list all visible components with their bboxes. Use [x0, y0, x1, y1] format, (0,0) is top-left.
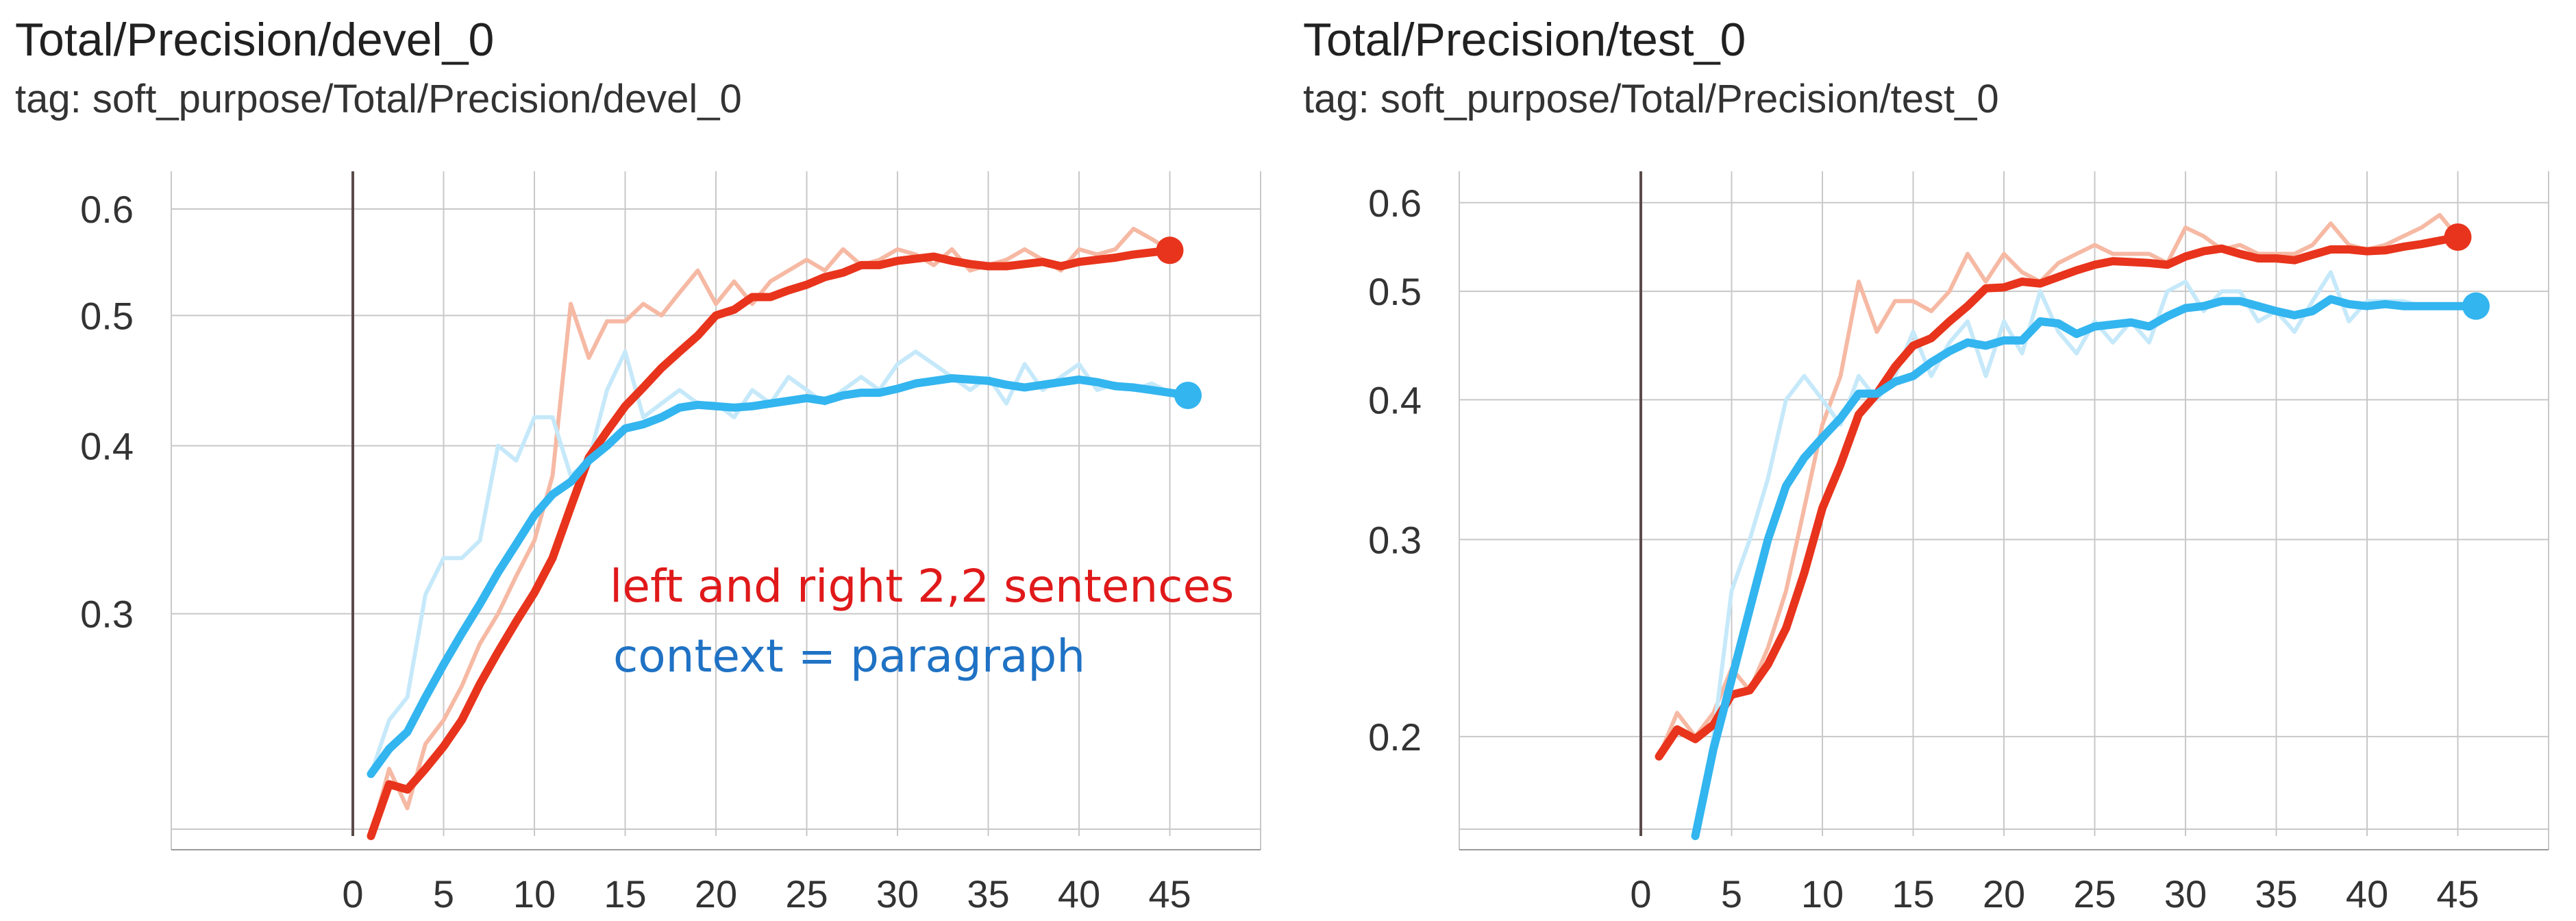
x-tick-label: 30 — [876, 872, 919, 916]
x-tick-label: 40 — [2346, 872, 2388, 916]
series-raw-line — [369, 226, 1172, 837]
chart-subtitle: tag: soft_purpose/Total/Precision/test_0 — [1303, 77, 1999, 121]
x-tick-label: 5 — [1721, 872, 1742, 916]
chart-panel-devel: Total/Precision/devel_0 tag: soft_purpos… — [15, 14, 1261, 916]
series-end-marker — [2444, 223, 2472, 251]
x-tick-label: 15 — [1892, 872, 1934, 916]
y-tick-label: 0.6 — [80, 188, 134, 231]
y-tick-label: 0.4 — [80, 424, 134, 467]
x-tick-label: 25 — [2073, 872, 2116, 916]
x-tick-label: 30 — [2164, 872, 2207, 916]
x-tick-label: 35 — [967, 872, 1009, 916]
chart-title: Total/Precision/test_0 — [1303, 14, 1746, 66]
series-line — [367, 374, 1192, 778]
y-tick-label: 0.3 — [1368, 518, 1422, 561]
x-tick-label: 20 — [1983, 872, 2025, 916]
x-tick-label: 40 — [1058, 872, 1100, 916]
chart-panel-test: Total/Precision/test_0 tag: soft_purpose… — [1288, 0, 2576, 921]
y-tick-label: 0.3 — [80, 593, 134, 636]
x-tick-label: 0 — [1630, 872, 1651, 916]
x-tick-label: 5 — [433, 872, 454, 916]
series-line — [1691, 295, 2480, 840]
series-end-marker — [2462, 292, 2490, 320]
y-tick-label: 0.4 — [1368, 378, 1422, 421]
series-raw-line — [1693, 270, 2476, 837]
series-line — [367, 246, 1174, 840]
annotation-left-right: left and right 2,2 sentences — [610, 560, 1234, 613]
series-raw-line — [1657, 212, 2460, 758]
x-tick-label: 15 — [604, 872, 646, 916]
plot-area: 0 5 10 15 20 25 30 35 40 45 0.2 0.3 0.4 0.5 0.6 — [1368, 171, 2549, 916]
chart-subtitle: tag: soft_purpose/Total/Precision/devel_… — [15, 77, 742, 121]
series-end-marker — [1156, 236, 1184, 265]
y-tick-label: 0.6 — [1368, 182, 1422, 225]
x-tick-label: 0 — [342, 872, 363, 916]
x-tick-label: 10 — [1801, 872, 1844, 916]
y-tick-label: 0.2 — [1368, 715, 1422, 759]
chart-title: Total/Precision/devel_0 — [15, 14, 495, 66]
series-end-marker — [1174, 382, 1202, 410]
x-tick-label: 35 — [2255, 872, 2297, 916]
x-tick-label: 10 — [513, 872, 556, 916]
y-tick-label: 0.5 — [80, 294, 134, 337]
annotation-context: context = paragraph — [613, 630, 1085, 683]
plot-area: 0 5 10 15 20 25 30 35 40 45 0.3 0.4 0.5 0.6 left and r… — [80, 171, 1261, 916]
x-tick-label: 20 — [695, 872, 737, 916]
x-tick-label: 45 — [1148, 872, 1191, 916]
series-line — [1655, 233, 2462, 761]
x-tick-label: 45 — [2436, 872, 2479, 916]
y-tick-label: 0.5 — [1368, 270, 1422, 313]
x-tick-label: 25 — [785, 872, 828, 916]
